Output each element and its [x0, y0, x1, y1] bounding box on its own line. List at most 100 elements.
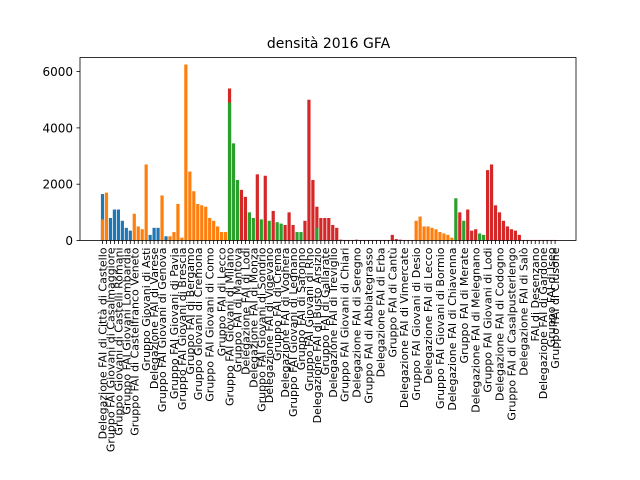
x-category-label-8: Gruppo FAI Giovani di Pavia: [168, 248, 181, 400]
bar-34: [235, 179, 240, 241]
x-category-label-22: Gruppo FAI Giovani di Legnano: [287, 247, 300, 417]
bar-24: [196, 203, 200, 241]
x-category-label-30: Gruppo FAI di Abbiategrasso: [362, 247, 375, 403]
bar-20: [180, 237, 184, 241]
x-category-label-12: Gruppo FAI Giovani di Como: [204, 247, 217, 402]
bar-50: [299, 232, 303, 241]
bar-37: [247, 212, 251, 241]
bar-96: [482, 234, 486, 241]
bar-7: [128, 230, 132, 241]
bar-98: [489, 164, 494, 241]
bar-46: [283, 225, 287, 241]
x-category-label-2: Gruppo Giovani di Castelli Romani: [112, 248, 125, 436]
bar-97: [485, 170, 490, 241]
bar-58: [331, 225, 335, 241]
x-category-label-10: Gruppo FAI di Bergamo: [184, 247, 197, 374]
x-category-label-37: Delegazione FAI di Chiavenna: [446, 248, 459, 411]
bar-16: [164, 236, 168, 241]
bar-41: [263, 175, 267, 241]
bar-1: [104, 192, 109, 241]
bar-91: [462, 220, 466, 241]
x-category-label-43: Delegazione FAI di Salò: [517, 247, 530, 375]
bar-2: [108, 217, 113, 241]
bar-94: [474, 229, 478, 241]
x-category-label-33: Delegazione FAI di Vimercate: [398, 247, 411, 408]
bar-segment-2: [315, 227, 319, 241]
bar-60: [339, 239, 343, 241]
bar-13: [152, 227, 156, 241]
y-tick-label-2: 4000: [42, 121, 73, 135]
chart-title: densità 2016 GFA: [267, 36, 391, 52]
x-category-label-44: FAI di Desenzano: [529, 247, 542, 341]
x-category-label-40: Gruppo FAI Giovani di Lodi: [482, 247, 495, 392]
bar-92: [466, 209, 470, 241]
x-category-label-20: Gruppo FAI di Crema: [271, 248, 284, 362]
bar-28: [212, 220, 216, 241]
bar-55: [319, 217, 323, 241]
bar-48: [291, 225, 295, 241]
bar-74: [394, 239, 398, 241]
bar-35: [239, 189, 244, 241]
bar-31: [223, 232, 228, 241]
x-category-label-1: Gruppo FAI Giovani di Casalmaggiore: [104, 247, 117, 452]
bar-26: [204, 206, 208, 241]
bar-79: [414, 220, 418, 241]
bar-73: [390, 234, 394, 241]
x-category-label-28: Gruppo FAI Giovani di Chiari: [339, 248, 352, 402]
x-category-label-24: Gruppo FAI Giovani di Rho: [303, 247, 316, 391]
bar-3: [112, 209, 117, 241]
bar-102: [505, 226, 510, 241]
x-category-label-6: Delegazione FAI di Varese: [148, 247, 161, 389]
x-category-label-46: Gruppo FAI di Iseo: [545, 247, 558, 347]
bar-17: [168, 236, 172, 241]
bar-84: [434, 229, 438, 241]
bar-99: [493, 205, 498, 241]
bars-layer: [100, 64, 557, 241]
bar-45: [279, 223, 283, 241]
bar-30: [220, 232, 224, 241]
bar-44: [275, 222, 279, 241]
bar-83: [430, 227, 434, 241]
x-category-label-0: Delegazione FAI di Città di Castello: [97, 247, 110, 439]
bar-88: [450, 237, 454, 241]
bar-22: [188, 171, 192, 241]
bar-14: [156, 227, 160, 241]
bar-101: [501, 220, 506, 241]
x-category-label-17: Delegazione FAI di Monza: [247, 248, 260, 388]
x-category-label-34: Gruppo FAI Giovani di Desio: [410, 247, 423, 400]
bar-81: [422, 226, 426, 241]
bar-87: [446, 234, 450, 241]
plot-frame: [79, 57, 577, 241]
x-category-label-26: Gruppo FAI di Gallarate: [319, 247, 332, 375]
bar-segment-0: [100, 219, 105, 241]
x-category-label-32: Gruppo FAI di Cantù: [386, 248, 399, 358]
bar-27: [208, 217, 212, 241]
bar-9: [136, 226, 140, 241]
y-tick-label-3: 6000: [42, 65, 73, 79]
x-category-label-29: Delegazione FAI di Seregno: [351, 247, 364, 397]
bar-82: [426, 226, 430, 241]
bar-100: [497, 212, 502, 241]
bar-0: [100, 194, 105, 241]
x-category-label-39: Delegazione FAI di Melegnano: [470, 247, 483, 412]
bar-75: [398, 239, 402, 241]
x-category-label-3: Gruppo FAI Giovani Lombardia: [120, 248, 133, 415]
bar-86: [442, 233, 446, 241]
x-category-label-35: Delegazione FAI di Lecco: [422, 247, 435, 383]
bar-51: [303, 220, 307, 241]
x-category-label-19: Delegazione FAI di Vigevano: [263, 247, 276, 403]
x-category-label-15: Gruppo FAI di Mantova: [231, 247, 244, 372]
x-category-label-21: Delegazione FAI di Voghera: [279, 248, 292, 398]
x-category-label-41: Delegazione FAI di Codogno: [494, 247, 507, 401]
bar-5: [120, 220, 124, 241]
bar-57: [327, 217, 331, 241]
bar-89: [454, 198, 458, 241]
bar-12: [148, 234, 152, 241]
x-category-label-47: Gruppo FAI di Clusone: [549, 247, 562, 368]
x-category-label-5: Gruppo Giovani di Asti: [140, 247, 153, 370]
bar-47: [287, 212, 291, 241]
bar-80: [418, 216, 422, 241]
bar-segment-1: [227, 102, 232, 241]
bar-49: [295, 232, 299, 241]
